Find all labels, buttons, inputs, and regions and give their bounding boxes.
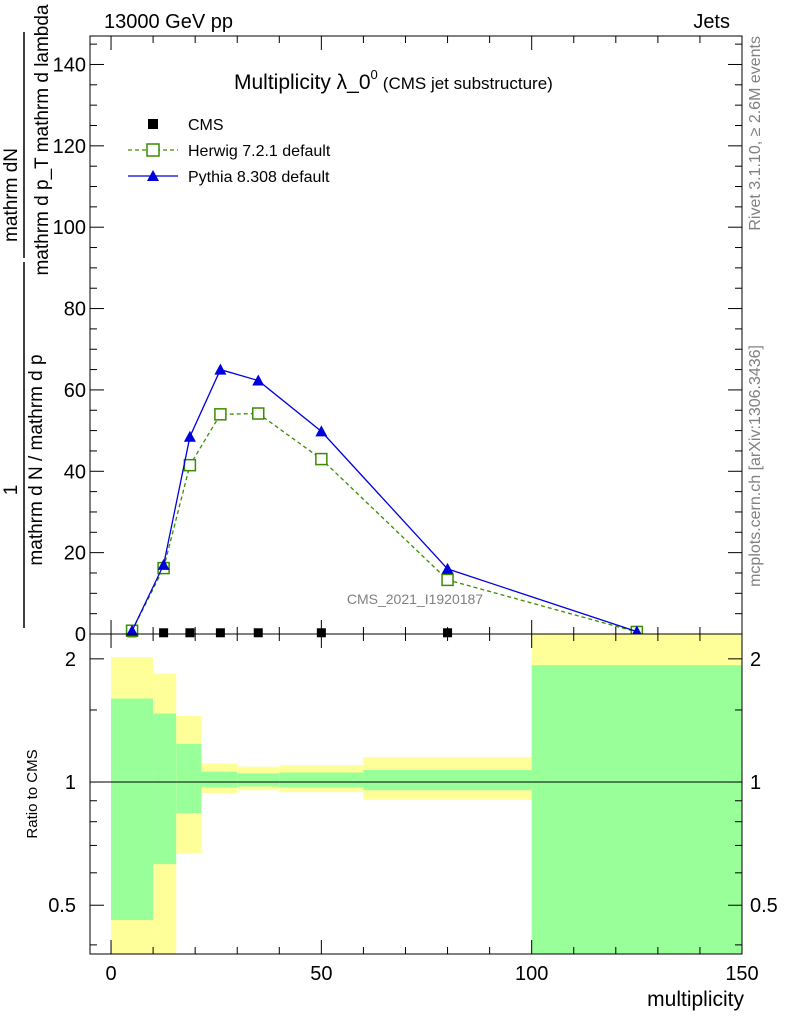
main-y-axis-label: mathrm dN mathrm d p_T mathrm d lambda 1… [1,4,53,628]
main-y-tick-label: 20 [64,543,86,565]
pythia-series-line [131,368,638,633]
ratio-inner-band [176,743,202,814]
ratio-inner-band [153,713,177,865]
ratio-inner-band [201,771,238,788]
ratio-y-axis-label: Ratio to CMS [24,749,41,838]
x-tick-label: 150 [725,963,758,985]
main-series-layer [125,363,644,639]
ratio-inner-band [111,698,154,921]
herwig-point [441,573,454,587]
ylabel-top: mathrm d p_T mathrm d lambda [32,4,53,275]
ratio-inner-band [279,772,364,788]
chart-title-group: Multiplicity λ_00 (CMS jet substructure) [234,67,553,94]
legend-herwig-label: Herwig 7.2.1 default [188,143,331,160]
energy-label: 13000 GeV pp [104,11,233,33]
chart-subtitle: (CMS jet substructure) [383,74,553,93]
ylabel-numerator: mathrm dN [1,148,22,242]
x-tick-label: 100 [515,963,548,985]
main-axis-ticks: 0 20 40 60 80 100 120 140 [53,36,743,646]
legend-pythia-label: Pythia 8.308 default [188,169,330,186]
main-y-tick-label: 100 [53,217,86,239]
rivet-version-label: Rivet 3.1.10, ≥ 2.6M events [747,36,764,231]
pythia-point [315,425,328,437]
main-y-tick-label: 60 [64,380,86,402]
chart-title-superscript: 0 [371,67,378,82]
ratio-bands [111,634,742,954]
ratio-plot: 0.5 0.5 1 1 2 2 0 50 100 150 Ratio to CMS multipl… [24,633,778,1011]
main-y-tick-label: 80 [64,299,86,321]
legend-herwig-marker [146,143,160,157]
herwig-series-line [131,412,638,633]
pythia-point [441,562,454,574]
legend-cms-label: CMS [188,117,224,134]
ylabel-mid: 1 [1,485,22,496]
ratio-axis-ticks: 0.5 0.5 1 1 2 2 0 50 100 150 [48,634,778,985]
ratio-y-tick-label: 0.5 [48,895,76,917]
herwig-point [252,407,265,420]
legend-cms-marker [148,119,158,129]
pythia-point [157,558,170,570]
main-y-tick-label: 120 [53,136,86,158]
ylabel-bottom: mathrm d N / mathrm d p [26,354,47,565]
legend-pythia-marker [147,170,159,181]
cms-point [253,628,263,638]
cms-point [185,628,195,638]
ratio-inner-band [531,665,742,954]
cms-point [159,628,169,638]
ratio-plot-frame [89,633,743,955]
ratio-y-tick-label-right: 0.5 [750,895,778,917]
analysis-label: CMS_2021_I1920187 [347,591,483,607]
cms-point [215,628,225,638]
cms-point [443,628,453,638]
main-y-tick-label: 40 [64,461,86,483]
x-tick-label: 50 [310,963,332,985]
source-label: mcplots.cern.ch [arXiv:1306.3436] [747,345,764,587]
ratio-y-tick-label-right: 1 [750,772,761,794]
herwig-point [183,458,197,472]
chart-title: Multiplicity λ_0 [234,71,371,94]
ratio-y-tick-label: 2 [65,649,76,671]
pythia-point [126,624,139,636]
pythia-point [183,430,196,442]
herwig-point [315,452,328,466]
herwig-point [214,408,227,421]
main-y-tick-label: 140 [53,54,86,76]
legend: CMS Herwig 7.2.1 default Pythia 8.308 de… [128,117,331,186]
ratio-inner-band [237,773,280,787]
main-y-tick-label: 0 [75,624,86,646]
x-axis-label: multiplicity [647,988,744,1011]
ratio-y-tick-label: 1 [65,772,76,794]
ratio-y-tick-label-right: 2 [750,649,761,671]
ratio-inner-band [363,770,532,791]
process-label: Jets [693,11,730,33]
pythia-point [252,374,265,386]
pythia-point [214,363,227,375]
cms-point [316,628,326,638]
x-tick-label: 0 [105,963,116,985]
